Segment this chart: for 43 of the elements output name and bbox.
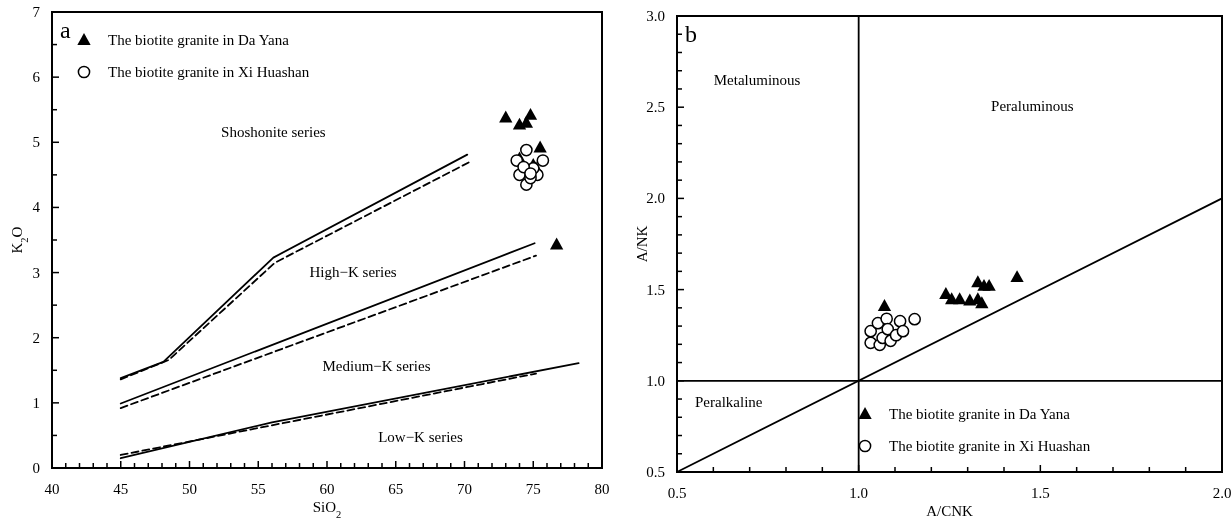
x-tick-label: 40 xyxy=(44,481,60,497)
x-tick-label: 60 xyxy=(319,481,335,497)
annotation: Low−K series xyxy=(378,428,463,445)
x-tick-label: 55 xyxy=(250,481,266,497)
y-tick-label: 1.5 xyxy=(646,281,665,298)
x-axis-title: A/CNK xyxy=(926,503,973,519)
legend-label: The biotite granite in Xi Huashan xyxy=(889,438,1091,454)
y-tick-label: 2.0 xyxy=(646,190,665,207)
annotation: Peraluminous xyxy=(991,97,1074,114)
chart-title: a xyxy=(60,17,71,43)
y-tick-label: 4 xyxy=(32,199,41,216)
y-tick-label: 7 xyxy=(32,4,41,20)
x-tick-label: 65 xyxy=(388,481,404,497)
annotation: Shoshonite series xyxy=(221,123,326,140)
y-tick-label: 3.0 xyxy=(646,8,665,24)
legend-label: The biotite granite in Da Yana xyxy=(108,32,290,48)
legend-label: The biotite granite in Xi Huashan xyxy=(108,64,310,80)
x-tick-label: 0.5 xyxy=(667,485,687,501)
y-tick-label: 2.5 xyxy=(646,99,665,116)
x-tick-label: 1.0 xyxy=(849,485,869,501)
legend-label: The biotite granite in Da Yana xyxy=(889,406,1071,422)
annotation: High−K series xyxy=(309,263,397,280)
y-tick-label: 6 xyxy=(32,69,41,86)
x-tick-label: 2.0 xyxy=(1212,485,1231,501)
y-tick-label: 1.0 xyxy=(646,372,665,389)
x-tick-label: 45 xyxy=(113,481,129,497)
y-tick-label: 3 xyxy=(32,264,40,281)
y-tick-label: 0 xyxy=(32,460,40,476)
y-tick-label: 1 xyxy=(32,394,40,411)
y-tick-label: 5 xyxy=(32,134,40,151)
x-tick-label: 70 xyxy=(457,481,472,497)
y-tick-label: 2 xyxy=(32,329,40,346)
x-tick-label: 80 xyxy=(594,481,610,497)
annotation: Medium−K series xyxy=(322,357,431,374)
chart-title: b xyxy=(685,21,697,47)
x-tick-label: 50 xyxy=(182,481,197,497)
x-tick-label: 75 xyxy=(525,481,541,497)
x-axis-title: SiO$_{2}$ xyxy=(312,499,342,520)
annotation: Metaluminous xyxy=(713,71,801,88)
annotation: Peralkaline xyxy=(695,393,763,410)
y-tick-label: 0.5 xyxy=(646,464,665,480)
x-tick-label: 1.5 xyxy=(1030,485,1050,501)
y-axis-title: A/NK xyxy=(634,225,650,263)
